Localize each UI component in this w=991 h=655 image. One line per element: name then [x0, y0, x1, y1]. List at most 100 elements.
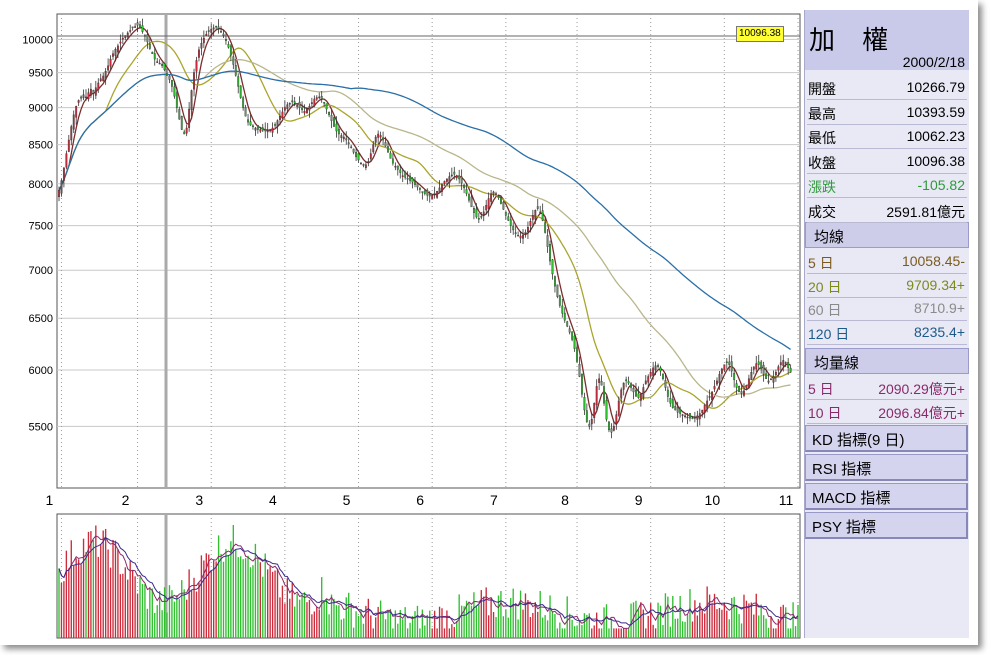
- volume-bar: [158, 591, 161, 638]
- volume-bar: [168, 585, 171, 638]
- volume-bar: [122, 573, 124, 638]
- volume-bar: [58, 568, 60, 638]
- ma-row-label: 60 日: [808, 302, 842, 318]
- ma-row-value: 8710.9+: [914, 300, 965, 316]
- volume-bar: [406, 628, 409, 638]
- volume-bar: [127, 579, 129, 638]
- volume-bar: [748, 603, 750, 638]
- volume-bar: [733, 596, 735, 638]
- volume-bar: [387, 611, 389, 638]
- volume-bar: [571, 619, 573, 638]
- candle-body: [782, 360, 785, 366]
- volume-bar: [728, 619, 730, 638]
- candle-body: [497, 196, 500, 198]
- volume-bar: [456, 620, 458, 638]
- volume-bar: [443, 628, 446, 638]
- volume-bar: [281, 585, 284, 638]
- candle-body: [603, 386, 605, 404]
- volume-bar: [672, 596, 674, 638]
- candle-body: [222, 33, 225, 36]
- candle-body: [158, 62, 161, 65]
- row-divider: [807, 343, 967, 345]
- indicator-button[interactable]: MACD 指標: [805, 483, 968, 510]
- candle-body: [166, 73, 168, 76]
- volume-bar: [478, 604, 480, 638]
- volume-bar: [777, 619, 780, 638]
- row-divider: [807, 172, 967, 174]
- quote-row: 開盤 10266.79: [805, 76, 969, 98]
- candle-body: [279, 116, 281, 120]
- volume-bar: [694, 600, 696, 638]
- indicator-button[interactable]: KD 指標(9 日): [805, 425, 968, 452]
- volume-bar: [166, 612, 168, 638]
- candle-body: [355, 152, 358, 158]
- candle-body: [708, 396, 711, 398]
- candle-body: [328, 111, 331, 116]
- candle-body: [254, 127, 257, 131]
- info-panel: 加 權 2000/2/18 均線 均量線 開盤 10266.79 最高 10393.5…: [804, 10, 969, 638]
- candle-body: [465, 189, 468, 194]
- volume-bar: [303, 592, 306, 638]
- volume-bar: [576, 625, 578, 638]
- volume-bar: [625, 628, 627, 638]
- volume-bar: [75, 558, 77, 638]
- volume-bar: [372, 628, 374, 638]
- volume-bar: [721, 609, 723, 638]
- volume-bar: [402, 619, 404, 638]
- candle-body: [615, 414, 618, 424]
- candle-body: [409, 175, 412, 181]
- volume-bar: [451, 624, 453, 638]
- candle-body: [129, 30, 132, 32]
- candle-body: [212, 27, 215, 30]
- candle-body: [428, 193, 431, 197]
- candle-body: [671, 399, 674, 408]
- candle-body: [156, 61, 159, 63]
- volume-bar: [637, 608, 640, 638]
- x-tick-label: 8: [561, 492, 569, 508]
- quote-row: 漲跌 -105.82: [805, 174, 969, 196]
- indicator-button[interactable]: RSI 指標: [805, 454, 968, 481]
- candle-body: [401, 175, 404, 177]
- volume-bar: [554, 614, 556, 638]
- volume-bar: [254, 543, 257, 638]
- volume-bar: [512, 588, 514, 638]
- volume-bar: [421, 609, 424, 638]
- volume-bar: [249, 567, 252, 638]
- volume-bar: [171, 590, 173, 638]
- candle-body: [310, 102, 313, 104]
- quote-row: 成交 2591.81億元: [805, 199, 969, 221]
- volume-ma-section-header: 均量線: [805, 348, 969, 374]
- candle-body: [519, 235, 522, 239]
- volume-bar: [519, 590, 522, 638]
- volume-bar: [603, 607, 605, 638]
- volume-bar: [257, 558, 259, 638]
- volume-bar: [151, 588, 153, 638]
- candle-body: [485, 204, 488, 211]
- volume-bar: [745, 600, 748, 638]
- volume-bar: [750, 602, 753, 638]
- volume-bar: [696, 615, 699, 638]
- candle-body: [578, 363, 581, 377]
- candle-body: [318, 96, 321, 99]
- candle-body: [551, 259, 554, 275]
- volume-bar: [588, 613, 590, 638]
- candle-body: [632, 387, 635, 393]
- row-divider: [807, 399, 967, 400]
- volume-bar: [311, 614, 313, 638]
- volume-bar: [546, 620, 549, 638]
- candle-body: [644, 380, 647, 385]
- indicator-button[interactable]: PSY 指標: [805, 512, 968, 539]
- candle-body: [247, 119, 249, 123]
- volume-bar: [357, 615, 360, 638]
- volume-bar: [708, 594, 711, 638]
- volume-bar: [623, 628, 625, 638]
- ma-row-value: 8235.4+: [914, 323, 965, 340]
- candle-body: [502, 201, 505, 210]
- candle-body: [526, 227, 529, 233]
- quote-row-label: 最低: [808, 130, 836, 146]
- volume-bar: [60, 582, 63, 638]
- volume-bar: [716, 609, 718, 638]
- volume-bar: [141, 584, 144, 638]
- indicator-button-label: PSY 指標: [812, 519, 876, 536]
- volume-bar: [109, 567, 112, 638]
